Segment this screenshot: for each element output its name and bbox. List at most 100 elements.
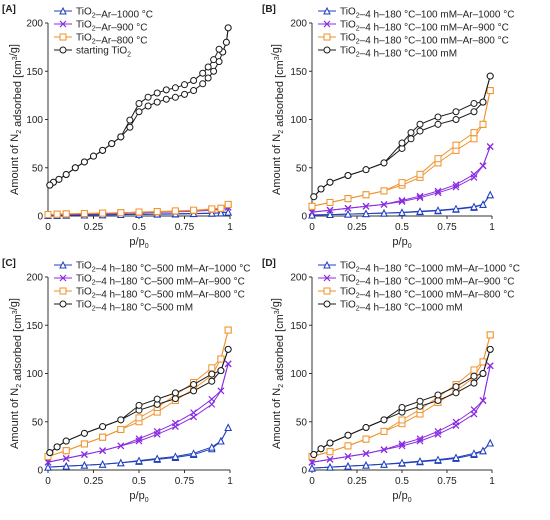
series-1 xyxy=(308,362,494,466)
data-point xyxy=(407,129,415,137)
data-point xyxy=(208,370,216,378)
x-tick-label: 0.5 xyxy=(132,222,146,233)
y-tick-label: 50 xyxy=(296,163,308,174)
data-point xyxy=(452,141,460,149)
data-point xyxy=(171,395,179,403)
legend-marker xyxy=(59,300,67,308)
data-point xyxy=(80,429,88,437)
y-tick-label: 100 xyxy=(26,115,43,126)
legend-marker xyxy=(59,274,67,282)
data-point xyxy=(470,173,478,181)
data-point xyxy=(470,108,478,116)
data-point xyxy=(380,427,388,435)
data-point xyxy=(416,207,424,215)
legend-entry: TiO2–Ar–900 °C xyxy=(54,20,147,34)
data-point xyxy=(135,208,143,216)
y-tick-label: 100 xyxy=(290,369,307,380)
y-tick-label: 200 xyxy=(26,273,43,284)
series-line-desorption xyxy=(311,334,491,457)
data-point xyxy=(190,206,198,214)
data-point xyxy=(479,120,487,128)
data-point xyxy=(486,331,494,339)
legend-label: TiO2–4 h–180 °C–1000 mM–Ar–1000 °C xyxy=(340,261,520,275)
data-point xyxy=(171,84,179,92)
data-point xyxy=(135,108,143,116)
data-point xyxy=(470,366,478,374)
data-point xyxy=(62,462,71,470)
data-point xyxy=(90,152,97,160)
data-point xyxy=(407,135,415,143)
data-point xyxy=(217,387,225,395)
data-point xyxy=(80,158,88,166)
data-point xyxy=(217,436,225,445)
data-point xyxy=(62,447,70,455)
y-tick-label: 100 xyxy=(26,369,43,380)
data-point xyxy=(204,63,212,71)
series-0 xyxy=(308,190,495,219)
legend-marker xyxy=(323,260,331,269)
data-point xyxy=(217,208,225,217)
legend-marker xyxy=(59,20,67,28)
data-point xyxy=(171,452,180,460)
legend-entry: TiO2–4 h–180 °C–100 mM–Ar–900 °C xyxy=(318,20,509,34)
x-axis-label: p/p0 xyxy=(392,236,411,250)
data-point xyxy=(217,204,225,212)
x-tick-label: 0.25 xyxy=(347,222,367,233)
data-point xyxy=(380,187,388,195)
data-point xyxy=(171,93,179,101)
data-point xyxy=(344,431,352,439)
series-line-desorption xyxy=(313,75,491,198)
data-point xyxy=(380,460,388,468)
x-tick-label: 1 xyxy=(489,222,495,233)
legend-marker xyxy=(323,274,331,282)
data-point xyxy=(162,86,170,94)
data-point xyxy=(479,446,487,455)
data-point xyxy=(416,120,424,128)
data-point xyxy=(434,428,442,435)
data-point xyxy=(326,210,334,219)
y-tick-label: 50 xyxy=(32,417,44,428)
x-tick-label: 0.75 xyxy=(175,222,195,233)
data-point xyxy=(479,98,487,106)
x-axis-label: p/p0 xyxy=(129,236,148,250)
data-point xyxy=(416,194,424,202)
data-point xyxy=(181,81,188,89)
legend-label: TiO2–4 h–180 °C–500 mM–Ar–1000 °C xyxy=(76,261,250,275)
data-point xyxy=(452,116,460,123)
legend-marker xyxy=(323,20,331,28)
data-point xyxy=(416,457,424,465)
data-point xyxy=(310,193,318,201)
data-point xyxy=(470,202,478,211)
data-point xyxy=(117,209,125,217)
legend-label: TiO2–Ar–900 °C xyxy=(76,20,147,34)
legend-label: TiO2–4 h–180 °C–500 mM–Ar–900 °C xyxy=(76,274,245,288)
legend-entry: TiO2–4 h–180 °C–1000 mM–Ar–900 °C xyxy=(318,274,514,288)
legend-label: TiO2–4 h–180 °C–1000 mM–Ar–900 °C xyxy=(340,274,514,288)
data-point xyxy=(80,461,89,469)
data-point xyxy=(398,442,406,450)
data-point xyxy=(126,116,134,124)
data-point xyxy=(62,454,70,462)
data-point xyxy=(308,208,316,216)
legend-entry: TiO2–4 h–180 °C–500 mM–Ar–900 °C xyxy=(54,274,245,288)
data-point xyxy=(344,442,352,450)
x-axis-label: p/p0 xyxy=(129,490,148,504)
y-tick-label: 0 xyxy=(301,466,307,477)
data-point xyxy=(416,435,424,443)
y-tick-label: 150 xyxy=(290,67,307,78)
y-tick-label: 200 xyxy=(290,273,307,284)
data-point xyxy=(62,171,70,179)
legend-label: TiO2–4 h–180 °C–100 mM–Ar–900 °C xyxy=(340,20,509,34)
data-point xyxy=(217,367,225,375)
series-1 xyxy=(44,360,232,466)
data-point xyxy=(308,458,316,466)
data-point xyxy=(326,206,334,214)
data-point xyxy=(326,178,334,186)
x-tick-label: 0 xyxy=(309,476,315,487)
data-point xyxy=(416,397,424,405)
x-tick-label: 0 xyxy=(45,476,51,487)
data-point xyxy=(53,210,61,218)
x-tick-label: 1 xyxy=(489,476,495,487)
data-point xyxy=(189,449,198,457)
